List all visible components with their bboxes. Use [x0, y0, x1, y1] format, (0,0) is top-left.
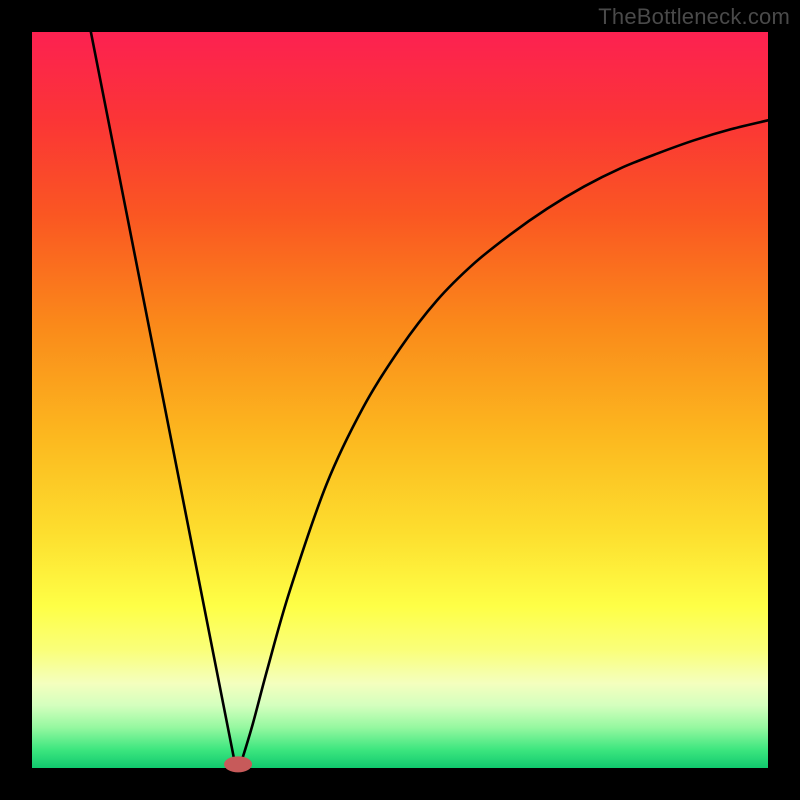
chart-container: TheBottleneck.com [0, 0, 800, 800]
plot-background [32, 32, 768, 768]
optimum-marker [224, 756, 252, 772]
watermark-text: TheBottleneck.com [598, 4, 790, 30]
bottleneck-chart [0, 0, 800, 800]
